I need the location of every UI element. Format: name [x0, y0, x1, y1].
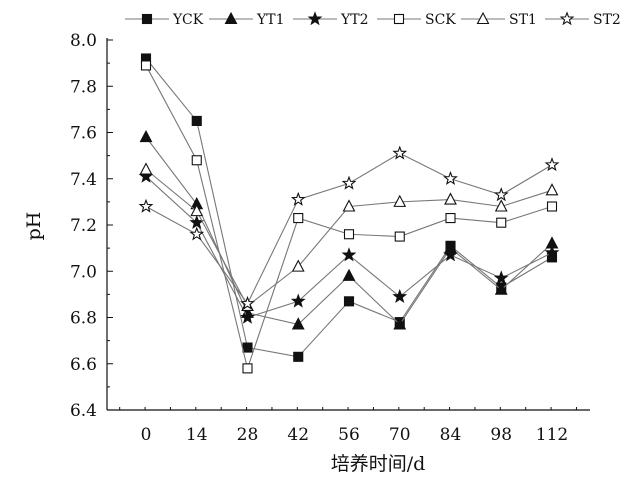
x-tick-label: 28 — [237, 425, 259, 445]
data-point — [392, 145, 408, 160]
data-point — [341, 247, 357, 262]
legend-marker — [559, 11, 575, 26]
data-point — [444, 192, 457, 205]
data-point — [242, 363, 253, 374]
y-tick-label: 7.4 — [70, 170, 97, 190]
legend-label: YT2 — [340, 12, 369, 28]
data-point — [443, 170, 458, 186]
data-point — [342, 268, 356, 281]
x-tick-label: 84 — [440, 425, 462, 445]
series-line — [145, 65, 553, 371]
x-axis-title: 培养时间/d — [331, 453, 426, 475]
y-tick-label: 6.4 — [70, 401, 97, 421]
data-point — [191, 115, 202, 126]
x-tick-label: 70 — [389, 425, 411, 445]
series-yt2 — [138, 168, 560, 324]
legend-marker — [141, 13, 153, 25]
data-point — [496, 217, 507, 228]
y-tick-label: 6.8 — [70, 309, 97, 329]
data-point — [291, 317, 305, 330]
data-point — [394, 231, 405, 242]
data-point — [493, 270, 509, 285]
data-point — [190, 203, 204, 217]
data-point — [393, 194, 407, 207]
series-st2 — [138, 145, 560, 310]
y-tick-label: 7.8 — [70, 77, 97, 97]
legend-label: ST2 — [593, 12, 621, 28]
y-tick-label: 7.2 — [70, 216, 97, 236]
data-point — [293, 351, 304, 362]
legend: YCK YT1 YT2 SCK ST1 ST2 — [125, 11, 621, 28]
x-tick-label: 98 — [490, 425, 512, 445]
data-point — [242, 342, 253, 353]
legend-label: ST1 — [509, 12, 537, 28]
legend-marker — [393, 13, 405, 25]
data-point — [343, 229, 355, 240]
data-point — [494, 282, 508, 295]
data-point — [545, 183, 559, 196]
legend-item-st2: ST2 — [545, 11, 621, 28]
data-point — [392, 288, 408, 303]
x-tick-label: 56 — [338, 425, 360, 445]
data-point — [140, 60, 152, 71]
data-point — [341, 175, 357, 190]
data-point — [291, 259, 305, 272]
y-tick-label: 7.6 — [70, 124, 97, 144]
data-point — [240, 295, 255, 310]
x-tick-label: 0 — [141, 425, 152, 445]
legend-label: YT1 — [256, 12, 285, 28]
legend-marker — [476, 11, 490, 25]
legend-label: YCK — [172, 12, 204, 28]
data-point — [546, 201, 558, 212]
legend-item-yt2: YT2 — [293, 11, 369, 28]
legend-item-yt1: YT1 — [209, 11, 285, 28]
data-point — [191, 155, 202, 166]
data-point — [139, 162, 153, 175]
series-layer — [138, 53, 560, 374]
data-point — [445, 213, 456, 224]
data-point — [290, 191, 306, 206]
data-point — [494, 199, 508, 212]
series-sck — [140, 60, 558, 374]
legend-marker — [224, 11, 238, 25]
data-point — [189, 214, 205, 229]
x-tick-label: 42 — [287, 425, 309, 445]
legend-item-yck: YCK — [125, 12, 204, 28]
legend-item-st1: ST1 — [461, 11, 537, 28]
legend-marker — [307, 11, 323, 26]
data-point — [493, 187, 509, 202]
legend-label: SCK — [425, 12, 456, 28]
data-point — [189, 226, 205, 241]
axes: 6.4 6.6 6.8 7.0 7.2 7.4 7.6 7.8 8.0 0 14 28 42 56 70 84… — [70, 31, 590, 445]
data-point — [544, 244, 560, 260]
y-tick-label: 7.0 — [70, 262, 97, 282]
data-point — [290, 293, 306, 308]
data-point — [293, 213, 304, 224]
y-tick-label: 8.0 — [70, 31, 97, 51]
y-tick-label: 6.6 — [70, 355, 97, 375]
y-axis-title: pH — [23, 212, 45, 241]
x-tick-label: 14 — [186, 425, 208, 445]
data-point — [343, 296, 355, 307]
data-point — [139, 129, 153, 143]
data-point — [240, 309, 255, 324]
data-point — [443, 247, 458, 262]
data-point — [393, 317, 407, 330]
data-point — [342, 199, 356, 212]
data-point — [544, 157, 560, 172]
x-tick-label: 112 — [536, 425, 568, 445]
legend-item-sck: SCK — [377, 12, 456, 28]
data-point — [138, 198, 154, 213]
